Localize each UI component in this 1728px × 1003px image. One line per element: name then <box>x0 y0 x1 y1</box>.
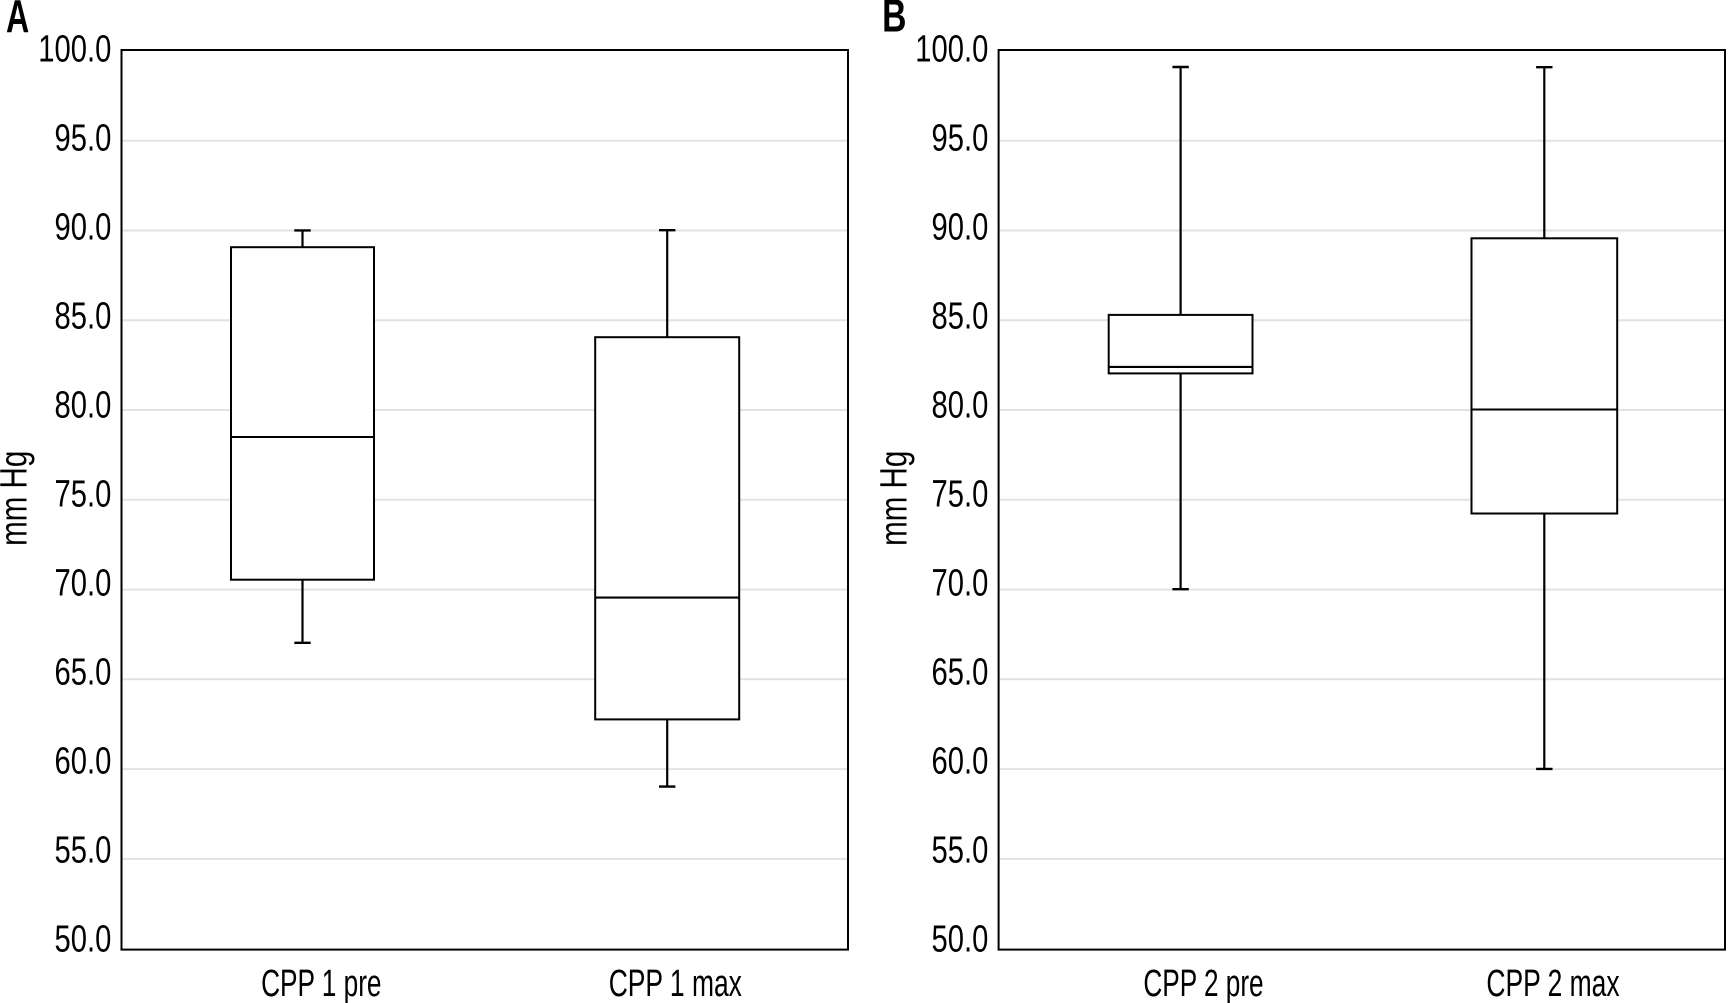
svg-text:mm Hg: mm Hg <box>0 451 36 546</box>
svg-text:55.0: 55.0 <box>55 829 112 872</box>
svg-text:90.0: 90.0 <box>932 206 989 249</box>
svg-text:85.0: 85.0 <box>932 295 989 338</box>
svg-text:CPP 1 pre: CPP 1 pre <box>261 961 381 1003</box>
svg-text:95.0: 95.0 <box>55 117 112 160</box>
svg-text:80.0: 80.0 <box>932 384 989 427</box>
svg-text:65.0: 65.0 <box>932 651 989 694</box>
svg-text:CPP 2 pre: CPP 2 pre <box>1143 961 1263 1003</box>
svg-text:65.0: 65.0 <box>55 651 112 694</box>
svg-text:60.0: 60.0 <box>932 740 989 783</box>
svg-text:70.0: 70.0 <box>932 562 989 605</box>
svg-text:100.0: 100.0 <box>38 28 111 71</box>
svg-text:95.0: 95.0 <box>932 117 989 160</box>
svg-text:70.0: 70.0 <box>55 562 112 605</box>
svg-text:85.0: 85.0 <box>55 295 112 338</box>
svg-text:90.0: 90.0 <box>55 206 112 249</box>
svg-text:CPP 1 max: CPP 1 max <box>609 961 743 1003</box>
svg-text:60.0: 60.0 <box>55 740 112 783</box>
svg-text:A: A <box>6 0 29 42</box>
svg-text:55.0: 55.0 <box>932 829 989 872</box>
svg-text:100.0: 100.0 <box>915 28 988 71</box>
svg-text:mm Hg: mm Hg <box>873 451 915 546</box>
svg-text:75.0: 75.0 <box>55 473 112 516</box>
svg-text:CPP 2 max: CPP 2 max <box>1486 961 1620 1003</box>
svg-text:50.0: 50.0 <box>55 918 112 961</box>
svg-text:B: B <box>882 0 906 42</box>
svg-text:80.0: 80.0 <box>55 384 112 427</box>
svg-text:75.0: 75.0 <box>932 473 989 516</box>
svg-text:50.0: 50.0 <box>932 918 989 961</box>
